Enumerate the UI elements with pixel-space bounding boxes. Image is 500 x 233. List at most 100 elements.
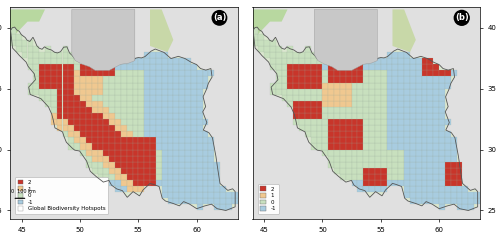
Bar (162, 52, 168, 58)
Bar (352, 76, 358, 82)
Bar (121, 174, 126, 180)
Bar (214, 174, 220, 180)
Bar (162, 150, 168, 156)
Bar (51, 76, 57, 82)
Bar (422, 156, 428, 162)
Bar (62, 64, 68, 70)
Bar (282, 76, 288, 82)
Bar (132, 58, 138, 64)
Bar (392, 58, 398, 64)
Bar (334, 64, 340, 70)
Bar (132, 64, 138, 70)
Bar (138, 76, 144, 82)
Bar (428, 168, 434, 174)
Bar (150, 76, 156, 82)
Bar (456, 168, 462, 174)
Bar (202, 198, 208, 204)
Bar (428, 144, 434, 150)
Bar (202, 82, 208, 89)
Bar (416, 162, 422, 168)
Legend: 2, 1, 0, -1: 2, 1, 0, -1 (258, 184, 278, 214)
Bar (156, 82, 162, 89)
Bar (156, 162, 162, 168)
Bar (375, 58, 381, 64)
Bar (434, 82, 439, 89)
Bar (375, 131, 381, 137)
Bar (28, 58, 34, 64)
Bar (299, 58, 305, 64)
Bar (104, 144, 109, 150)
Bar (45, 52, 51, 58)
Bar (428, 180, 434, 186)
Bar (434, 168, 439, 174)
Bar (328, 82, 334, 89)
Bar (404, 137, 410, 144)
Text: (b): (b) (455, 13, 468, 22)
Bar (334, 107, 340, 113)
Bar (276, 76, 281, 82)
Bar (185, 95, 191, 101)
Polygon shape (10, 7, 237, 219)
Bar (208, 70, 214, 76)
Bar (398, 156, 404, 162)
Bar (340, 82, 346, 89)
Bar (156, 156, 162, 162)
Bar (56, 82, 62, 89)
Bar (150, 70, 156, 76)
Bar (322, 95, 328, 101)
Bar (196, 168, 202, 174)
Bar (16, 34, 22, 40)
Bar (45, 46, 51, 52)
Bar (80, 113, 86, 119)
Bar (404, 101, 410, 107)
Bar (410, 137, 416, 144)
Bar (358, 82, 364, 89)
Bar (156, 119, 162, 125)
Bar (369, 137, 375, 144)
Bar (92, 156, 98, 162)
Bar (138, 168, 144, 174)
Bar (316, 113, 322, 119)
Bar (51, 119, 57, 125)
Bar (174, 162, 179, 168)
Bar (28, 89, 34, 95)
Bar (156, 58, 162, 64)
Bar (456, 174, 462, 180)
Bar (191, 119, 196, 125)
Bar (264, 46, 270, 52)
Bar (34, 46, 39, 52)
Bar (126, 76, 132, 82)
Bar (109, 113, 115, 119)
Bar (311, 89, 316, 95)
Bar (98, 82, 103, 89)
Bar (144, 174, 150, 180)
Bar (434, 107, 439, 113)
Bar (185, 82, 191, 89)
Bar (196, 131, 202, 137)
Bar (202, 186, 208, 192)
Bar (62, 76, 68, 82)
Bar (328, 70, 334, 76)
Bar (86, 162, 92, 168)
Bar (386, 156, 392, 162)
Bar (179, 198, 185, 204)
Bar (434, 180, 439, 186)
Bar (191, 82, 196, 89)
Bar (150, 82, 156, 89)
Bar (74, 70, 80, 76)
Bar (451, 150, 456, 156)
Bar (98, 144, 103, 150)
Bar (86, 131, 92, 137)
Bar (22, 46, 28, 52)
Bar (305, 58, 311, 64)
Bar (392, 156, 398, 162)
Bar (305, 89, 311, 95)
Bar (352, 113, 358, 119)
Bar (156, 180, 162, 186)
Bar (392, 70, 398, 76)
Bar (428, 89, 434, 95)
Bar (358, 107, 364, 113)
Bar (288, 89, 294, 95)
Bar (185, 89, 191, 95)
Bar (322, 125, 328, 131)
